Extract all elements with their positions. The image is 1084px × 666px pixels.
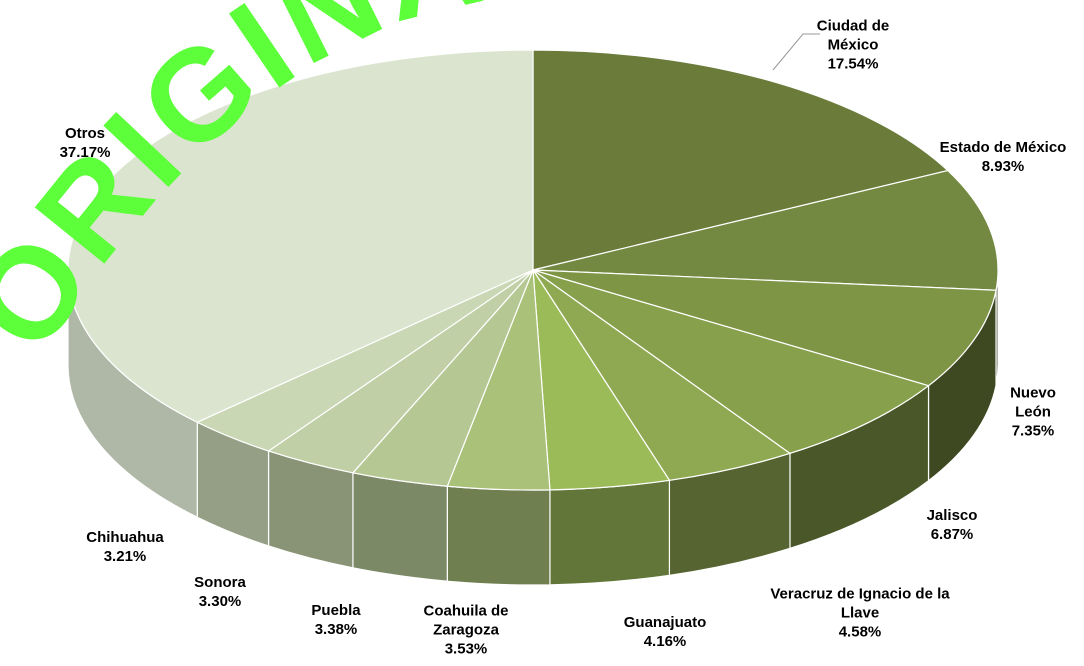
data-label: Sonora 3.30%	[175, 573, 265, 611]
label-value: 6.87%	[930, 526, 974, 543]
label-value: 7.35%	[1011, 422, 1055, 440]
data-label: Otros 37.17%	[45, 124, 125, 162]
label-name: Ciudad de México	[816, 17, 890, 54]
pie-sides	[67, 269, 999, 586]
data-label: Ciudad de México 17.54%	[803, 17, 903, 74]
label-name: Nuevo León	[1010, 384, 1056, 421]
label-name: Puebla	[311, 602, 361, 619]
data-label: Chihuahua 3.21%	[70, 528, 180, 566]
label-value: 3.30%	[198, 593, 242, 610]
label-value: 37.17%	[59, 144, 111, 161]
label-value: 4.58%	[838, 623, 882, 641]
slice	[532, 169, 999, 291]
slice	[532, 269, 997, 387]
data-label: Veracruz de Ignacio de la Llave 4.58%	[765, 585, 955, 642]
data-label: Nuevo León 7.35%	[1003, 384, 1063, 441]
slice	[532, 49, 950, 271]
label-value: 4.16%	[643, 633, 687, 650]
label-name: Chihuahua	[86, 529, 164, 546]
slice	[532, 269, 930, 455]
label-name: Guanajuato	[623, 614, 707, 631]
label-name: Otros	[64, 125, 105, 142]
slice-side	[352, 472, 448, 582]
data-label: Coahuila de Zaragoza 3.53%	[406, 602, 526, 659]
data-label: Puebla 3.38%	[291, 601, 381, 639]
label-name: Jalisco	[926, 507, 978, 524]
leader-line	[772, 33, 820, 71]
label-value: 3.21%	[103, 548, 147, 565]
label-name: Coahuila de Zaragoza	[423, 602, 509, 639]
label-name: Veracruz de Ignacio de la Llave	[770, 585, 950, 622]
data-label: Estado de México 8.93%	[918, 138, 1084, 176]
label-name: Estado de México	[939, 139, 1067, 156]
pie-tops	[67, 49, 999, 491]
label-value: 3.38%	[314, 621, 358, 638]
label-name: Sonora	[194, 574, 246, 591]
label-value: 17.54%	[827, 55, 879, 73]
slice	[67, 49, 534, 423]
label-value: 8.93%	[981, 158, 1025, 175]
label-value: 3.53%	[444, 640, 488, 658]
data-label: Guanajuato 4.16%	[610, 613, 720, 651]
slice-side	[549, 479, 671, 586]
data-label: Jalisco 6.87%	[907, 506, 997, 544]
slice-side	[446, 485, 551, 586]
